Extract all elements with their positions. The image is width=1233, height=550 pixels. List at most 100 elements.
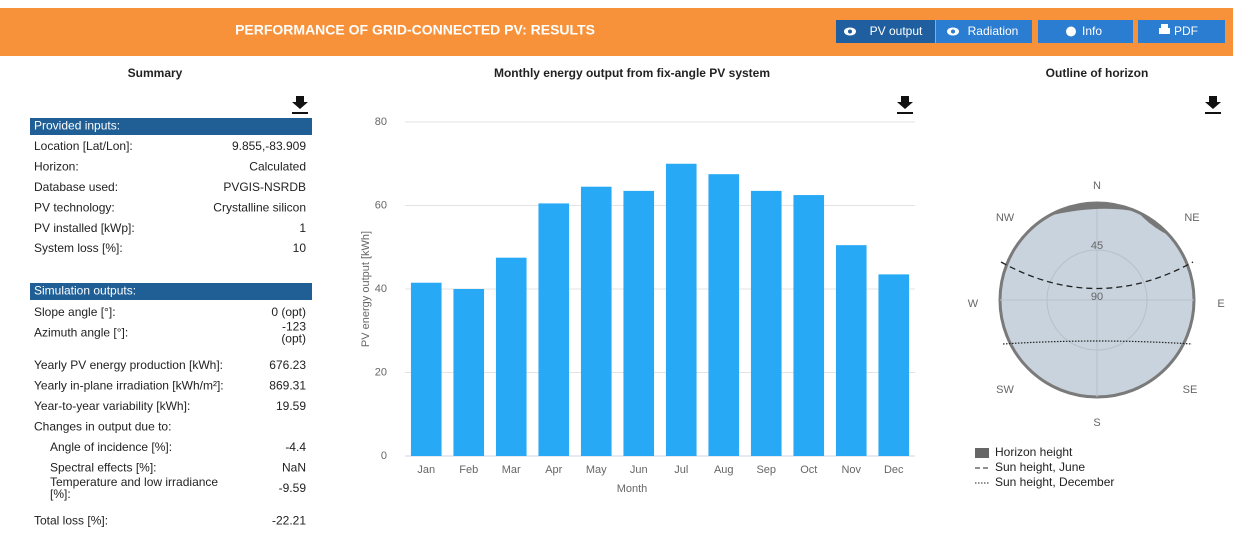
x-axis-label: Month — [617, 483, 648, 495]
button-label: PV output — [870, 24, 923, 38]
compass-label: NE — [1184, 212, 1199, 224]
row-label: Total loss [%]: — [34, 514, 108, 528]
compass-label: SW — [996, 384, 1014, 396]
radiation-button[interactable] — [936, 20, 1032, 43]
x-tick-label: Jan — [417, 464, 435, 476]
row-value: 0 (opt) — [271, 305, 306, 319]
row-label: Slope angle [°]: — [34, 305, 116, 319]
download-icon[interactable] — [292, 96, 308, 114]
bar — [793, 195, 825, 456]
ring-label: 45 — [1091, 240, 1103, 252]
row-value: -9.59 — [279, 481, 307, 495]
x-tick-label: Sep — [756, 464, 776, 476]
x-tick-label: Feb — [459, 464, 478, 476]
x-tick-label: Oct — [800, 464, 817, 476]
row-label: PV installed [kWp]: — [34, 221, 135, 235]
download-icons — [292, 96, 1221, 114]
row-value: 676.23 — [269, 358, 306, 372]
horizon-title: Outline of horizon — [1046, 66, 1149, 80]
row-label: Spectral effects [%]: — [50, 461, 157, 475]
bar — [878, 274, 910, 456]
buttons: PV output Radiation Info PDF — [836, 20, 1225, 43]
info-icon — [1066, 26, 1076, 37]
bar — [708, 174, 740, 456]
section-heading: Provided inputs: — [34, 119, 120, 133]
bar — [750, 190, 782, 456]
row-value: -123 — [282, 320, 306, 334]
pdf-button[interactable] — [1138, 20, 1225, 43]
section-heading: Simulation outputs: — [34, 284, 136, 298]
legend-label: Sun height, December — [995, 475, 1114, 489]
bar — [410, 282, 442, 456]
x-tick-label: Apr — [545, 464, 562, 476]
y-tick-label: 20 — [375, 366, 387, 378]
row-label: System loss [%]: — [34, 241, 123, 255]
x-tick-label: Dec — [884, 464, 904, 476]
bar — [453, 289, 485, 456]
y-tick-label: 80 — [375, 116, 387, 128]
print-icon — [1159, 28, 1170, 34]
x-tick-label: May — [586, 464, 607, 476]
print-icon-top — [1161, 24, 1168, 28]
legend-label: Sun height, June — [995, 460, 1085, 474]
row-value: 1 — [299, 221, 306, 235]
sun-path-june — [1000, 261, 1194, 290]
page-title: PERFORMANCE OF GRID-CONNECTED PV: RESULT… — [235, 22, 595, 38]
row-value: NaN — [282, 461, 306, 475]
section-heading-bar — [30, 283, 312, 300]
download-icon[interactable] — [1205, 96, 1221, 114]
y-tick-label: 0 — [381, 450, 387, 462]
row-label: Location [Lat/Lon]: — [34, 139, 133, 153]
row-label: PV technology: — [34, 200, 115, 214]
button-label: Radiation — [968, 24, 1019, 38]
chart-title: Monthly energy output from fix-angle PV … — [494, 66, 770, 80]
row-label: Azimuth angle [°]: — [34, 326, 128, 340]
row-value: 9.855,-83.909 — [232, 139, 306, 153]
row-value: Calculated — [249, 160, 306, 174]
button-label: Info — [1082, 24, 1102, 38]
eye-pupil — [848, 29, 852, 34]
bar — [665, 163, 697, 456]
ring-label: 90 — [1091, 291, 1103, 303]
eye-pupil — [951, 29, 955, 34]
x-tick-label: Jul — [674, 464, 688, 476]
row-value: Crystalline silicon — [213, 200, 306, 214]
x-tick-label: Nov — [841, 464, 861, 476]
pv-output-button[interactable] — [836, 20, 935, 43]
compass-label: S — [1093, 417, 1100, 429]
compass-label: NW — [996, 212, 1015, 224]
row-label: Database used: — [34, 180, 118, 194]
horizon-band — [1048, 202, 1170, 236]
row-label: Angle of incidence [%]: — [50, 440, 172, 454]
download-icon[interactable] — [897, 96, 913, 114]
x-tick-label: Mar — [502, 464, 521, 476]
x-tick-label: Aug — [714, 464, 734, 476]
y-tick-label: 60 — [375, 199, 387, 211]
row-value: -22.21 — [272, 514, 306, 528]
legend-label: Horizon height — [995, 445, 1073, 459]
row-value: 10 — [293, 241, 307, 255]
compass-label: N — [1093, 180, 1101, 192]
row-label: Horizon: — [34, 160, 79, 174]
bar — [538, 203, 570, 456]
row-label: Yearly in-plane irradiation [kWh/m²]: — [34, 379, 224, 393]
compass-label: W — [968, 298, 979, 310]
row-value: -4.4 — [285, 440, 306, 454]
compass-label: SE — [1183, 384, 1198, 396]
bar — [495, 257, 527, 456]
legend-swatch — [975, 448, 989, 458]
info-button[interactable] — [1038, 20, 1133, 43]
horizon-plot: Horizon height Sun height, June Sun heig… — [975, 201, 1196, 489]
y-axis-label: PV energy output [kWh] — [360, 231, 372, 347]
row-value: 869.31 — [269, 379, 306, 393]
button-label: PDF — [1174, 24, 1198, 38]
x-tick-label: Jun — [630, 464, 648, 476]
row-value: (opt) — [281, 332, 306, 346]
row-value: PVGIS-NSRDB — [223, 180, 306, 194]
row-label: Yearly PV energy production [kWh]: — [34, 358, 223, 372]
bar — [623, 190, 655, 456]
y-tick-label: 40 — [375, 283, 387, 295]
summary-title: Summary — [128, 66, 183, 80]
bar — [835, 245, 867, 456]
